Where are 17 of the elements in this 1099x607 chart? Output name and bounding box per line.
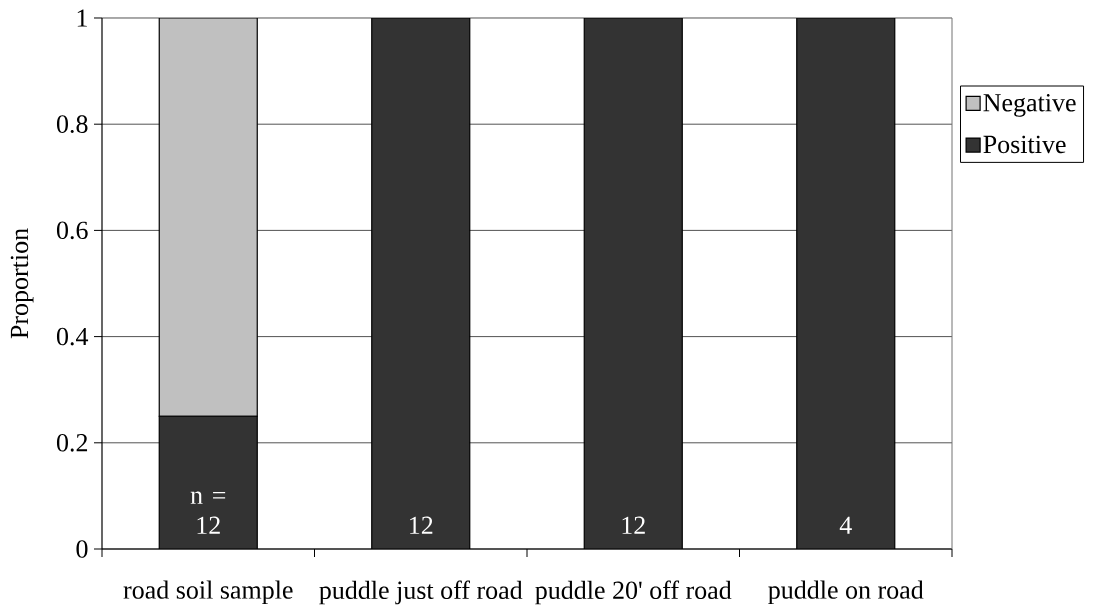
- legend-label: Positive: [983, 135, 1066, 154]
- annotation: 12: [410, 516, 433, 534]
- annotation: n = 12: [190, 491, 226, 534]
- annotation: 12: [622, 516, 645, 534]
- y-tick-label: 0.6: [56, 221, 88, 240]
- x-tick-label: road soil sample: [123, 580, 293, 605]
- y-tick-label: 0.4: [56, 327, 89, 346]
- y-tick-label: 1: [77, 9, 87, 27]
- x-tick-label: puddle on road: [768, 580, 924, 605]
- legend-label: Negative: [983, 93, 1076, 117]
- x-tick-label: puddle just off road: [319, 580, 523, 605]
- y-tick-label: 0: [76, 540, 88, 558]
- annotation: 4: [839, 516, 852, 534]
- x-tick-label: puddle 20' off road: [535, 580, 732, 605]
- y-axis-title: Proportion: [10, 228, 34, 339]
- y-tick-label: 0.8: [56, 115, 88, 134]
- y-tick-label: 0.2: [56, 433, 88, 452]
